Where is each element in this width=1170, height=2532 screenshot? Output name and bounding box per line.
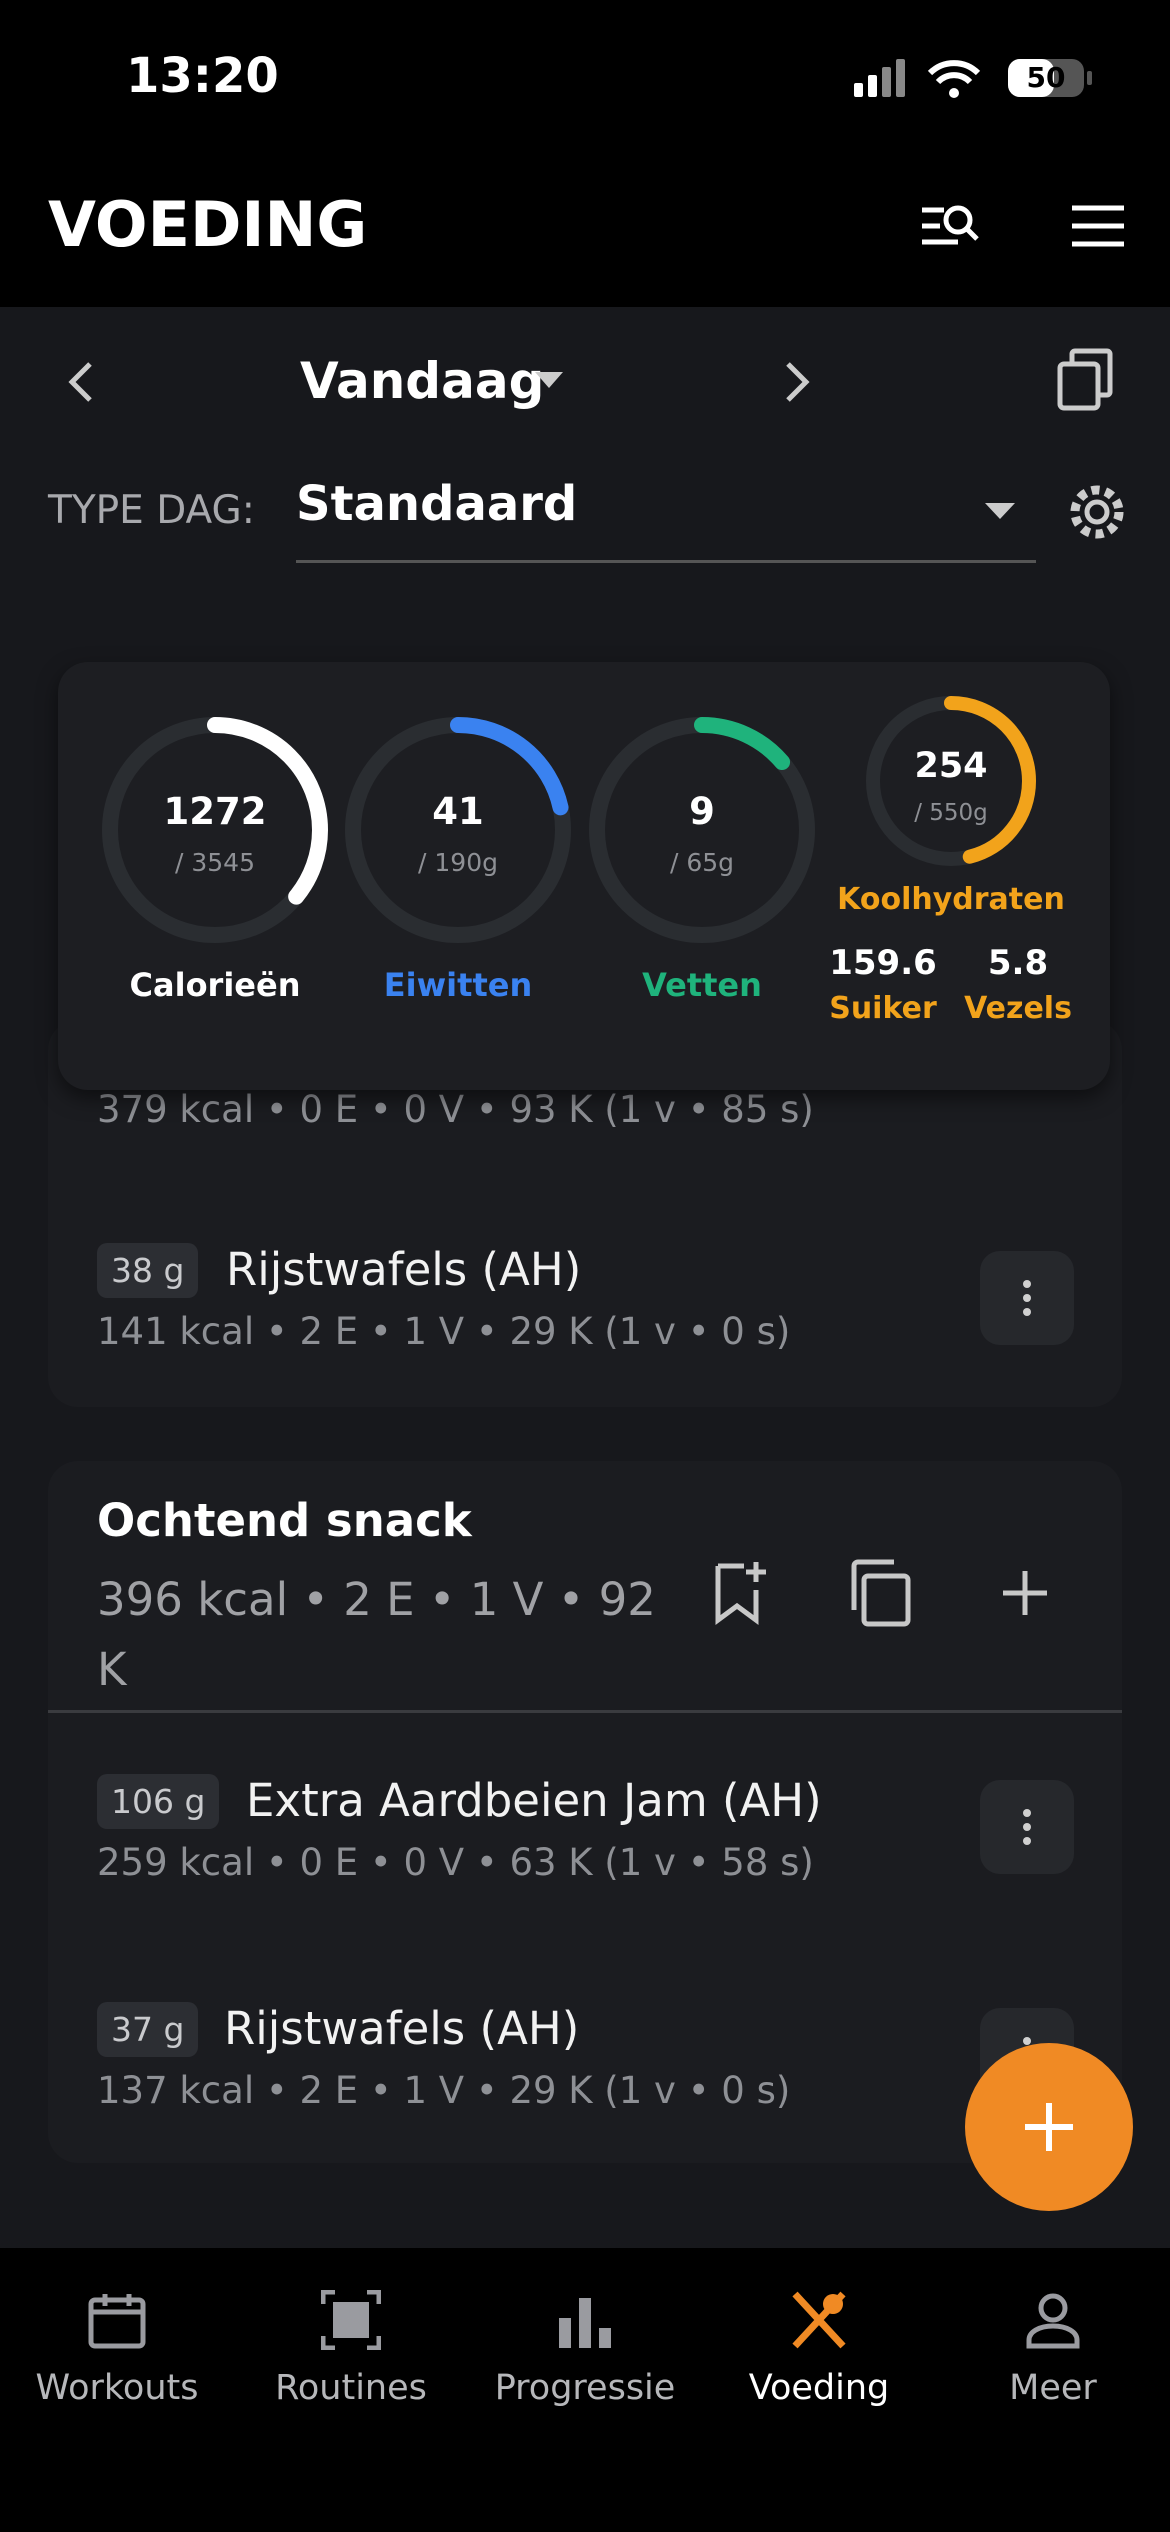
copy-meal[interactable]: [850, 1558, 914, 1628]
status-time: 13:20: [126, 48, 279, 104]
day-type-underline: [296, 560, 1036, 563]
fiber-value: 5.8: [987, 943, 1049, 983]
item-name[interactable]: Rijstwafels (AH): [224, 2002, 580, 2055]
item-detail: 137 kcal • 2 E • 1 V • 29 K (1 v • 0 s): [97, 2069, 791, 2112]
item-amount: 37 g: [97, 2002, 199, 2057]
fat-value: 9: [689, 790, 715, 833]
item-amount: 38 g: [97, 1243, 199, 1298]
menu-button[interactable]: [1070, 204, 1126, 248]
divider: [48, 1710, 1122, 1713]
item-menu[interactable]: [980, 1780, 1074, 1874]
prev-day[interactable]: [66, 360, 96, 404]
sugar-label: Suiker: [829, 991, 937, 1026]
search-list-button[interactable]: [920, 200, 980, 252]
sugar-value: 159.6: [829, 943, 937, 983]
fat-goal: / 65g: [669, 848, 735, 877]
item-menu[interactable]: [980, 1251, 1074, 1345]
meal-title: Ochtend snack: [97, 1494, 472, 1547]
tab-bar: [0, 2248, 1170, 2532]
carbs-goal: / 550g: [914, 800, 988, 826]
next-day[interactable]: [782, 360, 812, 404]
protein-label: Eiwitten: [383, 966, 533, 1004]
tab-label: Voeding: [748, 2368, 890, 2408]
protein-goal: / 190g: [418, 848, 498, 877]
battery-level: 50: [1027, 61, 1066, 94]
copy-day[interactable]: [1056, 348, 1114, 412]
tab-label: Workouts: [35, 2368, 199, 2408]
top-bar: [0, 0, 1170, 307]
tab-workouts[interactable]: Workouts: [0, 2290, 234, 2408]
calories-value: 1272: [163, 790, 267, 833]
meal-card: [48, 1461, 1122, 2163]
fat-label: Vetten: [642, 966, 762, 1004]
date-label[interactable]: Vandaag: [300, 352, 545, 410]
item-name[interactable]: Extra Aardbeien Jam (AH): [246, 1774, 822, 1827]
page-title: VOEDING: [48, 188, 368, 261]
add-button[interactable]: [965, 2043, 1133, 2211]
protein-value: 41: [432, 790, 484, 833]
day-type-dropdown[interactable]: [985, 503, 1015, 521]
calories-goal: / 3545: [175, 848, 255, 877]
save-meal[interactable]: [712, 1560, 768, 1626]
tab-label: Routines: [275, 2368, 427, 2408]
date-dropdown[interactable]: [535, 372, 565, 390]
carbs-value: 254: [914, 746, 988, 786]
item-detail: 379 kcal • 0 E • 0 V • 93 K (1 v • 85 s): [97, 1088, 814, 1131]
tab-voeding[interactable]: Voeding: [702, 2290, 936, 2408]
item-detail: 259 kcal • 0 E • 0 V • 63 K (1 v • 58 s): [97, 1841, 814, 1884]
item-name[interactable]: Rijstwafels (AH): [226, 1243, 582, 1296]
status-icons: 50: [854, 59, 1092, 98]
day-type-value[interactable]: Standaard: [296, 476, 578, 532]
tab-meer[interactable]: Meer: [936, 2290, 1170, 2408]
calories-label: Calorieën: [129, 966, 301, 1004]
summary-rings: [102, 696, 1036, 943]
settings-button[interactable]: [1067, 482, 1127, 542]
tab-progressie[interactable]: Progressie: [468, 2290, 702, 2408]
tab-label: Progressie: [494, 2368, 676, 2408]
item-amount: 106 g: [97, 1774, 220, 1829]
carbs-label: Koolhydraten: [837, 882, 1065, 917]
item-detail: 141 kcal • 2 E • 1 V • 29 K (1 v • 0 s): [97, 1310, 791, 1353]
add-to-meal[interactable]: [1003, 1571, 1047, 1615]
tab-label: Meer: [1009, 2368, 1097, 2408]
meal-summary: 396 kcal • 2 E • 1 V • 92 K: [97, 1573, 656, 1696]
day-type-label: TYPE DAG:: [48, 488, 255, 533]
tab-routines[interactable]: Routines: [234, 2290, 468, 2408]
fiber-label: Vezels: [964, 991, 1072, 1026]
